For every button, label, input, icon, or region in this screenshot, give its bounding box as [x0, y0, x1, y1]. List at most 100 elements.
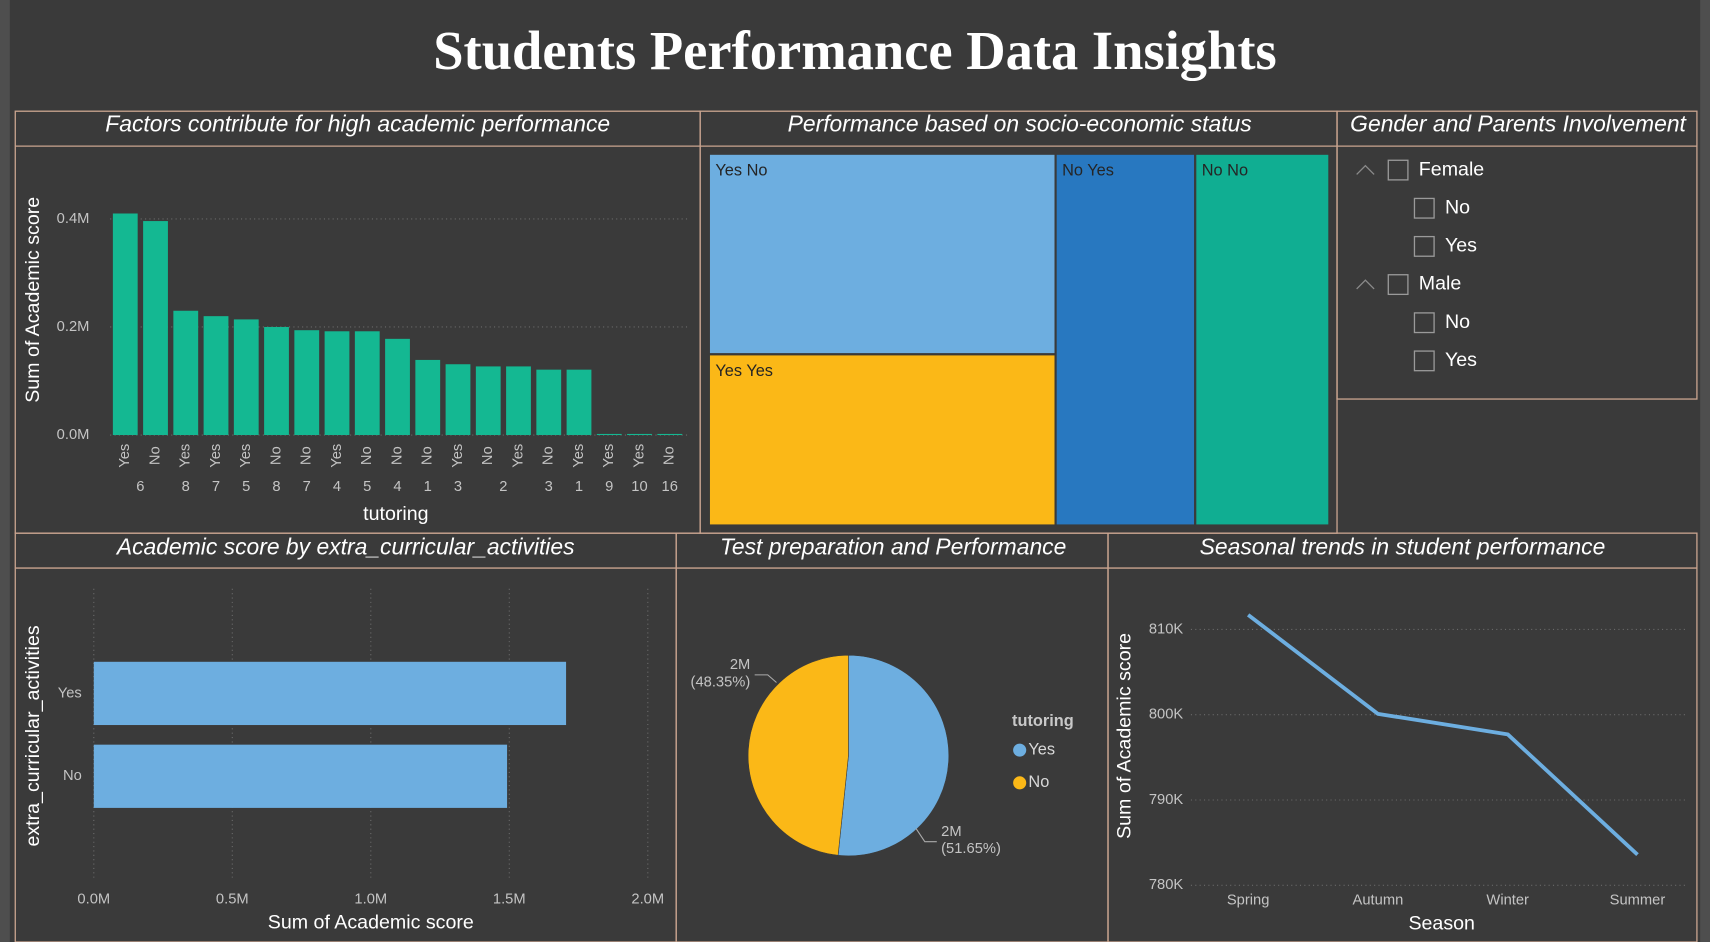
bar	[93, 744, 508, 808]
x-axis-title: Season	[1408, 913, 1475, 935]
bar	[596, 433, 622, 436]
x-group-label: 5	[363, 479, 371, 495]
y-axis-title: Sum of Academic score	[22, 197, 44, 403]
legend-label: No	[1028, 773, 1049, 791]
checkbox[interactable]	[1413, 197, 1435, 219]
bar	[506, 366, 531, 436]
leader-line	[915, 828, 937, 843]
x-tick-label: 0.5M	[216, 891, 249, 907]
edge	[0, 0, 10, 942]
bar	[203, 316, 229, 436]
x-tick-label: Yes	[631, 444, 647, 468]
y-axis-title: Sum of Academic score	[1114, 633, 1136, 839]
x-tick-label: Yes	[329, 444, 345, 468]
dashboard-title: Students Performance Data Insights	[433, 20, 1277, 81]
pie-slice	[747, 654, 849, 856]
x-group-label: 8	[272, 479, 280, 495]
chart-title: Test preparation and Performance	[720, 533, 1066, 559]
x-tick-label: No	[147, 446, 163, 465]
checkbox[interactable]	[1413, 235, 1435, 257]
treemap-tile	[707, 353, 1057, 527]
slicer-item[interactable]: Female	[1419, 158, 1484, 180]
checkbox[interactable]	[1387, 159, 1409, 181]
slicer-item[interactable]: Male	[1419, 273, 1462, 295]
legend-marker	[1013, 743, 1027, 757]
x-group-label: 6	[136, 479, 144, 495]
x-group-label: 16	[662, 479, 678, 495]
slicer-item[interactable]: Yes	[1445, 235, 1477, 257]
checkbox[interactable]	[1387, 274, 1409, 296]
x-tick-label: Autumn	[1353, 892, 1404, 908]
tile-label: No Yes	[1062, 161, 1114, 179]
panel	[1336, 110, 1698, 400]
bar	[354, 331, 380, 436]
bar	[173, 310, 199, 436]
y-tick-label: 800K	[1149, 707, 1184, 723]
checkbox[interactable]	[1413, 312, 1435, 334]
bar	[657, 433, 683, 436]
legend-marker	[1013, 776, 1027, 790]
y-tick-label: 810K	[1149, 621, 1184, 637]
slicer-item[interactable]: No	[1445, 311, 1470, 333]
treemap-tile	[1054, 152, 1197, 527]
bar	[445, 364, 471, 436]
x-tick-label: No	[541, 446, 557, 465]
x-tick-label: Summer	[1610, 892, 1666, 908]
bar	[264, 326, 289, 436]
x-group-label: 3	[454, 479, 462, 495]
legend-label: Yes	[1028, 740, 1055, 758]
x-group-label: 8	[182, 479, 190, 495]
y-tick-label: Yes	[58, 685, 82, 701]
x-tick-label: Yes	[238, 444, 254, 468]
x-tick-label: Yes	[571, 444, 587, 468]
x-tick-label: Yes	[178, 444, 194, 468]
edge	[1700, 0, 1710, 942]
slicer-item[interactable]: Yes	[1445, 349, 1477, 371]
y-tick-label: 780K	[1149, 877, 1184, 893]
x-tick-label: No	[662, 446, 678, 465]
checkbox[interactable]	[1413, 350, 1435, 372]
expand-icon[interactable]	[1356, 279, 1375, 290]
line	[1246, 613, 1639, 856]
slicer-item[interactable]: No	[1445, 196, 1470, 218]
x-tick-label: No	[268, 446, 284, 465]
legend-title: tutoring	[1012, 712, 1074, 730]
x-tick-label: Winter	[1486, 892, 1529, 908]
x-axis-title: Sum of Academic score	[268, 912, 474, 934]
bar	[536, 369, 562, 436]
bar	[112, 213, 138, 436]
x-group-label: 1	[575, 479, 583, 495]
x-group-label: 4	[333, 479, 341, 495]
treemap-tile	[707, 152, 1057, 356]
expand-icon[interactable]	[1356, 164, 1375, 175]
leader-line	[754, 674, 777, 683]
x-tick-label: Yes	[450, 444, 466, 468]
data-label: 2M	[941, 824, 961, 840]
x-tick-label: No	[299, 446, 315, 465]
tile-label: Yes Yes	[715, 362, 773, 380]
x-tick-label: 0.0M	[77, 891, 110, 907]
x-group-label: 5	[242, 479, 250, 495]
y-axis-title: extra_curricular_activities	[22, 625, 44, 846]
bar	[566, 369, 592, 436]
bar	[294, 330, 320, 436]
percent-label: (51.65%)	[941, 841, 1001, 857]
x-tick-label: No	[420, 446, 436, 465]
x-tick-label: No	[359, 446, 375, 465]
y-tick-label: 0.2M	[57, 319, 90, 335]
bar	[233, 319, 259, 436]
x-tick-label: Yes	[510, 444, 526, 468]
x-tick-label: 1.0M	[354, 891, 387, 907]
pie-slice	[837, 654, 950, 857]
tile-label: Yes No	[715, 161, 767, 179]
treemap-tile	[1194, 152, 1331, 527]
chart-title: Performance based on socio-economic stat…	[788, 110, 1252, 136]
x-group-label: 10	[631, 479, 647, 495]
y-tick-label: 0.4M	[57, 211, 90, 227]
x-group-label: 7	[303, 479, 311, 495]
bar	[415, 359, 441, 436]
x-tick-label: No	[480, 446, 496, 465]
data-label: 2M	[730, 657, 750, 673]
